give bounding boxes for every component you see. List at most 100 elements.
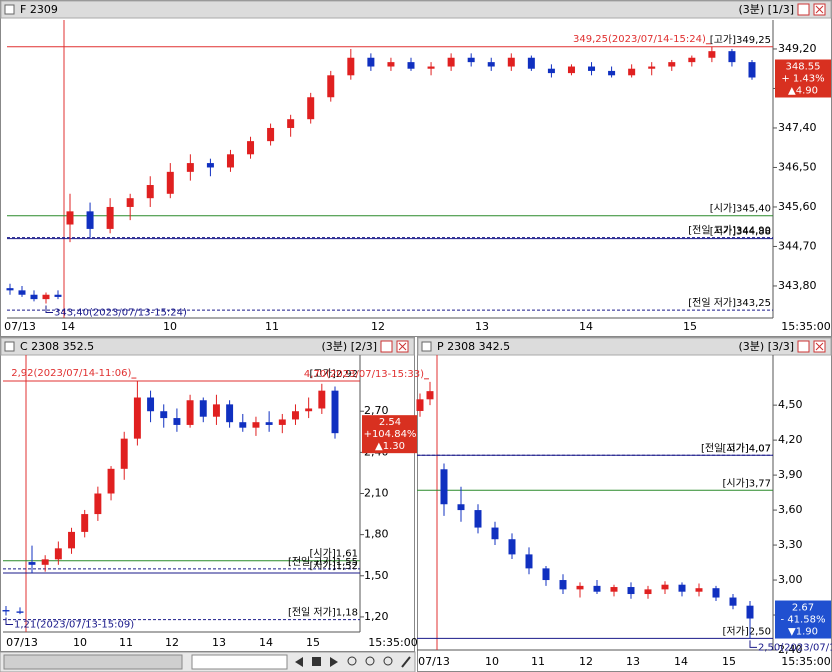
panel-title: C 2308 352.5 [20, 340, 94, 353]
panel-period: (3분) [1/3] [739, 3, 794, 16]
maximize-button[interactable] [797, 3, 810, 16]
candle-body [728, 51, 736, 63]
candle-body [688, 57, 696, 63]
maximize-button[interactable] [797, 340, 810, 353]
stop-button[interactable] [312, 657, 321, 666]
panel-frame [0, 0, 832, 337]
candle-body [287, 119, 295, 128]
price-level-label: [전일 저가]1,18 [288, 607, 358, 619]
x-tick-label: 10 [163, 320, 177, 333]
candle-body [106, 206, 114, 229]
candle-body [491, 527, 499, 540]
candle-body [508, 539, 516, 555]
maximize-button[interactable] [380, 340, 393, 353]
x-tick-label: 14 [674, 655, 688, 668]
scrollbar-thumb[interactable] [3, 654, 183, 670]
price-box-text: 348.55 [786, 61, 821, 72]
candle-body [146, 185, 154, 199]
x-tick-label: 12 [579, 655, 593, 668]
close-icon [815, 342, 824, 351]
y-tick-label: 343,80 [778, 279, 817, 292]
extreme-annotation: 343,40(2023/07/13-15:24) [54, 308, 187, 319]
y-tick-label: 344,70 [778, 239, 817, 252]
price-box [775, 600, 831, 639]
y-tick-label: 346,50 [778, 160, 817, 173]
zoom-reset[interactable] [383, 656, 393, 666]
candle-body [327, 75, 335, 98]
annotation-arrow [5, 617, 13, 626]
panel-title: P 2308 342.5 [437, 340, 510, 353]
candle-body [94, 493, 102, 515]
candle-body [30, 294, 38, 300]
checkbox[interactable] [421, 341, 432, 352]
candle-body [746, 605, 754, 619]
candle-body [426, 391, 434, 400]
scrollbar[interactable] [0, 651, 416, 672]
checkbox[interactable] [4, 341, 15, 352]
x-tick-label: 11 [531, 655, 545, 668]
next-button[interactable] [330, 657, 338, 667]
candle-body [487, 62, 495, 67]
chart-panel: P 2308 342.5 (3분) [3/3] 4,50 4,20 3,90 3,60 3,… [304, 337, 832, 672]
candle-body [729, 597, 737, 606]
candle-body [648, 66, 656, 69]
candle-body [212, 404, 220, 417]
x-tick-label: 07/13 [418, 655, 450, 668]
candle-body [226, 154, 234, 168]
x-tick-label: 15:35:00 [781, 655, 830, 668]
candle-body [748, 62, 756, 78]
candle-body [407, 62, 415, 69]
candle-body [547, 68, 555, 74]
price-level-label: [전일 고가]1,55 [288, 556, 358, 568]
candle-body [54, 548, 62, 560]
y-tick-label: 1,50 [364, 569, 389, 582]
candle-body [226, 404, 234, 423]
price-level-label: [시가]1,61 [310, 548, 358, 560]
price-box-change: +104.84% [364, 429, 417, 440]
candle-body [588, 66, 596, 71]
candle-body [712, 588, 720, 598]
panel-frame [0, 337, 415, 652]
candle-body [278, 419, 286, 425]
candle-body [447, 57, 455, 67]
candle-body [644, 589, 652, 595]
y-tick-label: 2,10 [364, 487, 389, 500]
zoom-out[interactable] [365, 656, 375, 666]
x-tick-label: 10 [485, 655, 499, 668]
candle-body [507, 57, 515, 67]
price-level-label: [고가]349,25 [710, 34, 771, 46]
price-box-text: 2.54 [379, 417, 401, 428]
candle-body [16, 611, 24, 613]
price-box-delta: ▲1.30 [375, 441, 405, 452]
y-tick-label: 347,40 [778, 121, 817, 134]
candle-body [474, 510, 482, 528]
chart-panel: F 2309(3분) [1/3]349,20348,30347,40346,50… [0, 0, 832, 337]
zoom-slider[interactable] [191, 654, 288, 670]
price-box-change: - 41.58% [781, 615, 826, 626]
close-icon [815, 5, 824, 14]
candle-body [347, 57, 355, 76]
title-bar [0, 0, 832, 19]
candle-body [42, 294, 50, 300]
candle-body [160, 411, 168, 419]
candle-body [559, 580, 567, 590]
x-tick-label: 11 [119, 636, 133, 649]
extreme-annotation: 1,21(2023/07/13-15:09) [14, 620, 134, 631]
candle-body [147, 397, 155, 412]
x-tick-label: 15 [722, 655, 736, 668]
x-tick-label: 07/13 [6, 636, 38, 649]
tool-button[interactable] [401, 656, 411, 668]
price-level-label: [고가]2,92 [310, 368, 358, 380]
x-tick-label: 14 [259, 636, 273, 649]
y-tick-label: 349,20 [778, 42, 817, 55]
candle-body [307, 97, 315, 120]
prev-button[interactable] [295, 657, 303, 667]
checkbox[interactable] [4, 4, 15, 15]
zoom-in[interactable] [347, 656, 357, 666]
candle-body [628, 68, 636, 76]
candle-body [608, 70, 616, 76]
y-tick-label: 1,20 [364, 610, 389, 623]
candle-body [387, 62, 395, 67]
x-tick-label: 15 [683, 320, 697, 333]
